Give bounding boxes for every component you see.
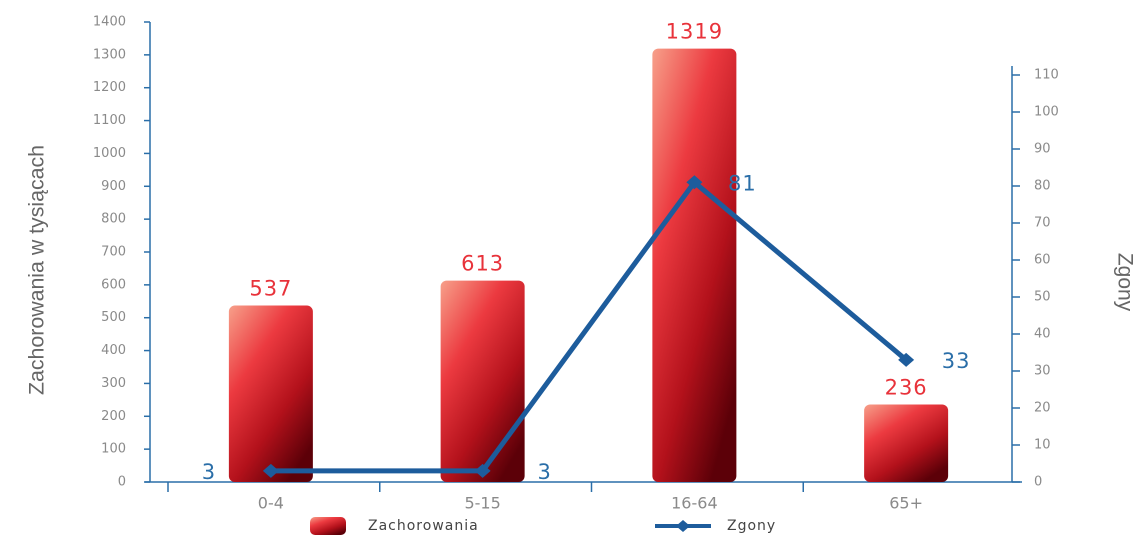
line-value-label: 3 [202, 460, 216, 484]
line-marker [898, 352, 915, 367]
y2-tick-label: 50 [1034, 290, 1051, 305]
legend-swatch [310, 517, 346, 535]
x-tick-label: 16-64 [671, 494, 718, 513]
x-tick-label: 5-15 [464, 494, 500, 513]
y-tick-label: 0 [118, 475, 126, 490]
line-marker [686, 175, 703, 190]
y2-tick-label: 70 [1034, 216, 1051, 231]
y2-tick-label: 110 [1034, 68, 1059, 83]
y-tick-label: 600 [101, 277, 126, 292]
y2-tick-label: 20 [1034, 401, 1051, 416]
line-marker [262, 463, 279, 478]
line-value-label: 33 [942, 349, 971, 373]
bar-value-label: 537 [249, 277, 292, 301]
x-tick-label: 65+ [889, 494, 923, 513]
bar [864, 404, 949, 482]
line-value-label: 3 [537, 460, 551, 484]
bar-value-label: 1319 [666, 20, 723, 44]
legend-marker [676, 520, 690, 532]
y-axis-title: Zachorowania w tysiącach [26, 145, 49, 395]
y-tick-label: 1400 [93, 15, 126, 30]
line-value-label: 81 [728, 171, 757, 195]
bar-value-label: 236 [885, 375, 928, 399]
y-tick-label: 1000 [93, 146, 126, 161]
y-tick-label: 1200 [93, 80, 126, 95]
y-tick-label: 500 [101, 310, 126, 325]
bar [652, 48, 737, 482]
y-tick-label: 700 [101, 245, 126, 260]
legend-label: Zgony [727, 518, 776, 534]
y-tick-label: 300 [101, 376, 126, 391]
x-tick-label: 0-4 [258, 494, 284, 513]
y-tick-label: 400 [101, 343, 126, 358]
y-tick-label: 100 [101, 442, 126, 457]
y-tick-label: 200 [101, 409, 126, 424]
legend-label: Zachorowania [368, 518, 479, 534]
line [270, 179, 908, 474]
y2-tick-label: 90 [1034, 142, 1051, 157]
y-tick-label: 900 [101, 179, 126, 194]
bar-value-label: 613 [461, 252, 504, 276]
y2-tick-label: 60 [1034, 253, 1051, 268]
bar [228, 305, 313, 482]
y2-tick-label: 80 [1034, 179, 1051, 194]
y-tick-label: 1100 [93, 113, 126, 128]
y2-axis-title: Zgony [1113, 253, 1136, 312]
y2-tick-label: 100 [1034, 105, 1059, 120]
bar [440, 280, 525, 482]
y2-tick-label: 10 [1034, 438, 1051, 453]
y2-tick-label: 40 [1034, 327, 1051, 342]
line-marker [474, 463, 491, 478]
y2-tick-label: 30 [1034, 364, 1051, 379]
y-tick-label: 1300 [93, 47, 126, 62]
y-tick-label: 800 [101, 212, 126, 227]
y2-tick-label: 0 [1034, 475, 1042, 490]
